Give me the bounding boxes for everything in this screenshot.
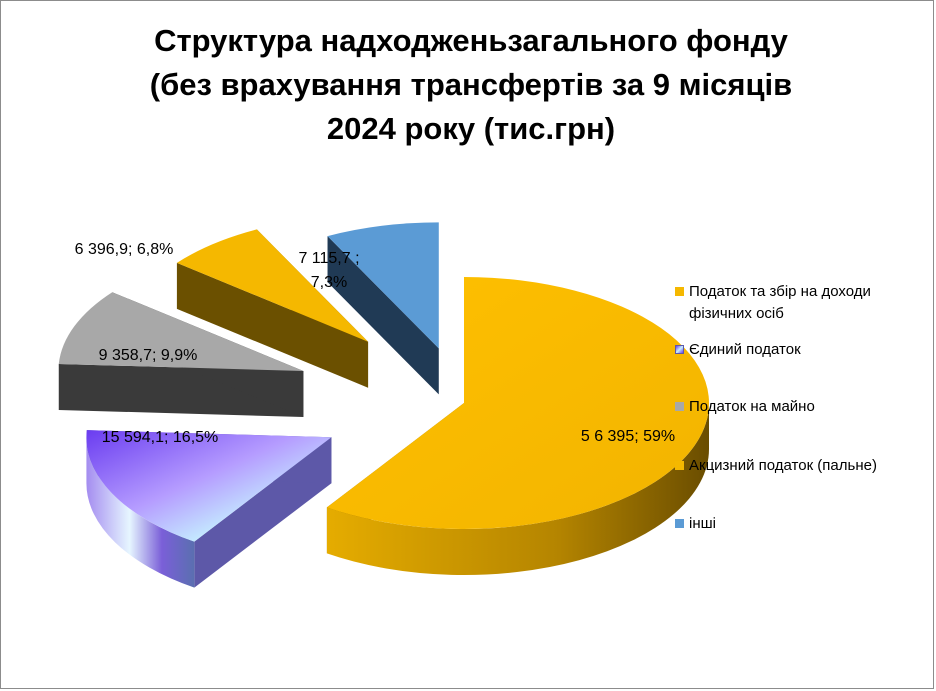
legend-item: Податок на майно (673, 396, 936, 418)
pie-slice-wall (176, 262, 369, 388)
data-label-line: 5 6 395; 59% (581, 428, 675, 445)
pie-slice (326, 277, 709, 575)
pie-slices (58, 222, 709, 588)
pie-slice-top (327, 222, 439, 349)
legend-label: Єдиний податок (689, 341, 801, 358)
legend-item: Податок та збір на доходи фізичних осіб (673, 281, 936, 325)
data-labels: 5 6 395; 59% 15 594,1; 16,5% 9 358,7; 9,9%… (75, 241, 676, 446)
chart-title-line: (без врахування трансфертів за 9 місяців (149, 67, 793, 102)
legend-label: фізичних осіб (689, 305, 784, 322)
data-label: 5 6 395; 59% (581, 428, 675, 445)
data-label: 7 115,7 ; 7,3% (298, 250, 359, 291)
legend-item: Єдиний податок (673, 339, 936, 361)
pie-slice-top (86, 430, 332, 542)
data-label-line: 9 358,7; 9,9% (99, 347, 198, 364)
pie-slice (176, 229, 369, 388)
legend-label: Податок та збір на доходи (689, 283, 871, 300)
chart-title: Структура надходженьзагального фонду (бе… (61, 19, 881, 151)
data-label-line: 15 594,1; 16,5% (102, 429, 219, 446)
pie-slice-side (86, 437, 195, 588)
pie-slice (58, 292, 304, 418)
pie-slice-top (176, 229, 369, 342)
pie-slice (327, 222, 439, 395)
data-label-line: 6 396,9; 6,8% (75, 241, 174, 258)
data-label: 9 358,7; 9,9% (99, 347, 198, 364)
legend-label: Податок на майно (689, 398, 815, 415)
data-label-line: 7 115,7 ; (298, 250, 359, 267)
pie-slice-top (326, 277, 709, 529)
legend-item: інші (673, 513, 936, 535)
chart-title-line: 2024 року (тис.грн) (326, 111, 616, 146)
legend-item: Акцизний податок (пальне) (673, 455, 936, 477)
legend-swatch (675, 402, 684, 411)
data-label-line: 7,3% (311, 274, 347, 291)
chart-title-line: Структура надходженьзагального фонду (154, 23, 788, 58)
pie-slice (86, 430, 332, 588)
data-label: 6 396,9; 6,8% (75, 241, 174, 258)
legend-swatch (675, 461, 684, 470)
legend-label: Акцизний податок (пальне) (689, 457, 877, 474)
data-label: 15 594,1; 16,5% (102, 429, 219, 446)
legend-swatch (675, 519, 684, 528)
pie-slice-top (58, 292, 304, 372)
pie-slice-wall (327, 236, 439, 395)
legend-swatch (675, 345, 684, 354)
legend-label: інші (689, 515, 716, 532)
pie-slice-side (326, 403, 709, 575)
legend-swatch (675, 287, 684, 296)
